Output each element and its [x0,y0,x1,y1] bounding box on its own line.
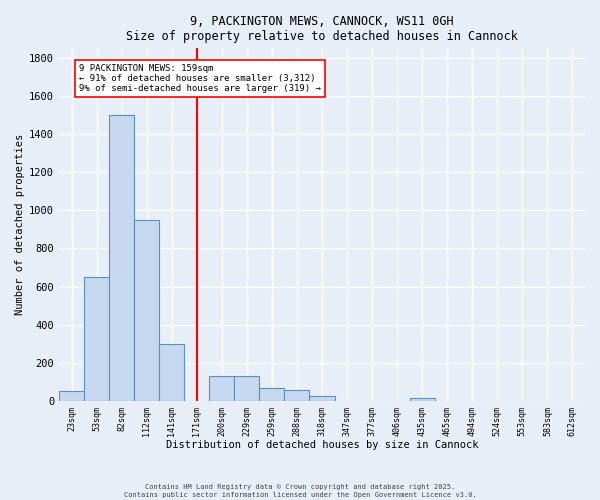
Bar [209,376,235,401]
X-axis label: Distribution of detached houses by size in Cannock: Distribution of detached houses by size … [166,440,478,450]
Bar [59,392,84,401]
Bar [159,344,184,401]
Bar [235,376,259,401]
Bar [84,277,109,401]
Bar [259,388,284,401]
Bar [310,396,335,401]
Bar [284,390,310,401]
Y-axis label: Number of detached properties: Number of detached properties [15,134,25,316]
Title: 9, PACKINGTON MEWS, CANNOCK, WS11 0GH
Size of property relative to detached hous: 9, PACKINGTON MEWS, CANNOCK, WS11 0GH Si… [126,15,518,43]
Bar [134,220,159,401]
Bar [410,398,435,401]
Text: 9 PACKINGTON MEWS: 159sqm
← 91% of detached houses are smaller (3,312)
9% of sem: 9 PACKINGTON MEWS: 159sqm ← 91% of detac… [79,64,321,94]
Text: Contains HM Land Registry data © Crown copyright and database right 2025.
Contai: Contains HM Land Registry data © Crown c… [124,484,476,498]
Bar [109,115,134,401]
